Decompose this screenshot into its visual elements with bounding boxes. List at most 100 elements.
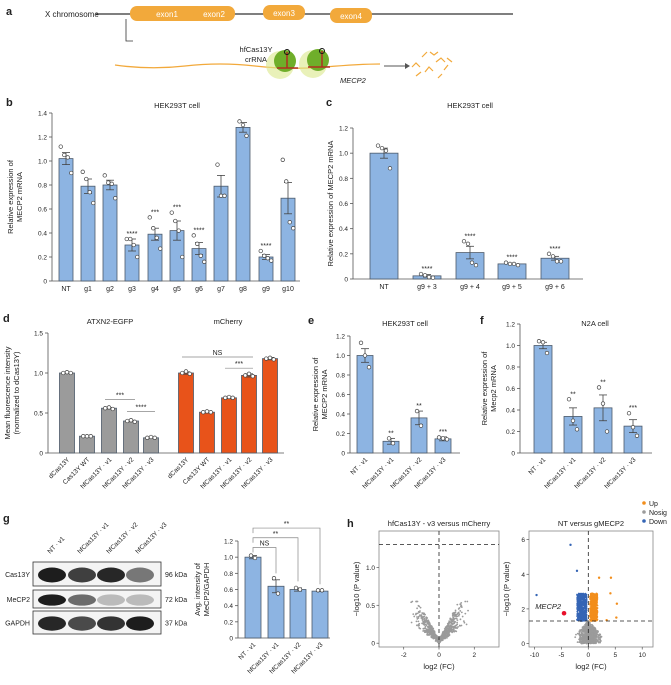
data-point	[558, 259, 564, 264]
data-point	[218, 193, 224, 198]
data-point-nosig	[444, 637, 447, 640]
data-point-down	[585, 601, 588, 604]
x-tick-label: g9 + 5	[502, 284, 522, 291]
bar	[199, 411, 215, 454]
blot-protein-label: GAPDH	[5, 621, 30, 628]
highlight-point	[561, 610, 567, 616]
chart-panel-e: 0 0.2 0.4 0.6 0.8 1.0 1.2 Relative expression o…	[311, 319, 460, 490]
data-point	[444, 437, 450, 442]
data-point-nosig	[426, 630, 429, 632]
data-point	[630, 425, 636, 430]
significance-label: ***	[439, 429, 447, 436]
data-point-nosig	[578, 638, 581, 641]
data-point-down	[582, 593, 585, 596]
data-point-nosig	[459, 610, 462, 612]
data-point-nosig	[457, 614, 460, 617]
blot-band	[68, 567, 96, 583]
y-tick-label: 2	[521, 606, 525, 613]
data-point-down	[585, 608, 588, 611]
data-point	[252, 555, 258, 561]
data-point	[62, 152, 67, 158]
data-point-nosig	[459, 603, 462, 606]
data-point-up	[609, 592, 612, 595]
panel-label-e: e	[308, 315, 314, 327]
blot-lane-label: NT · v1	[46, 535, 66, 555]
data-point-down	[576, 609, 579, 612]
data-point-nosig	[417, 604, 420, 607]
x-tick-label: g9 + 4	[460, 284, 480, 291]
chart-panel-f: 0 0.2 0.4 0.6 0.8 1.0 1.2 Relative expression o…	[480, 319, 652, 490]
data-point-nosig	[415, 624, 418, 627]
x-tick-label: 10	[639, 652, 647, 659]
arrow-icon	[384, 63, 410, 69]
data-point-nosig	[410, 621, 413, 624]
data-point-up	[591, 617, 594, 620]
data-point	[248, 553, 254, 558]
chart-panel-c: 0 0.2 0.4 0.6 0.8 1.0 1.2 Relative expression o…	[326, 101, 583, 291]
data-point-nosig	[593, 633, 596, 636]
chart-panel-d: 0 0.5 1.0 1.5 Mean fluorescence intensity (no…	[3, 317, 284, 490]
data-point-nosig	[425, 624, 428, 627]
data-point	[237, 119, 242, 124]
data-point-nosig	[574, 636, 577, 639]
mrna-strand	[114, 63, 381, 69]
data-point	[169, 210, 174, 215]
data-point	[103, 406, 108, 411]
data-point-nosig	[463, 621, 466, 624]
exon-2: exon2	[193, 6, 235, 21]
data-point-up	[594, 593, 597, 596]
data-point-down	[580, 592, 583, 595]
data-point-nosig	[575, 633, 577, 636]
y-tick-label: 0.4	[224, 603, 233, 610]
panel-label-a: a	[6, 6, 13, 18]
data-point-nosig	[436, 637, 439, 639]
data-point	[465, 241, 471, 246]
data-point-nosig	[600, 640, 602, 642]
data-point	[418, 423, 424, 428]
data-point-down	[580, 602, 583, 605]
data-point-nosig	[439, 637, 441, 640]
blot-band	[97, 616, 125, 631]
y-tick-label: 0.8	[336, 373, 345, 380]
data-point-down	[584, 603, 587, 606]
data-point-down	[579, 606, 582, 609]
exon-4: exon4	[330, 8, 372, 23]
x-tick-label: NT	[379, 284, 389, 291]
data-point	[131, 242, 136, 248]
data-point-nosig	[452, 619, 455, 621]
data-point	[88, 434, 93, 439]
data-point-nosig	[426, 617, 429, 619]
bar	[497, 263, 527, 280]
data-point-nosig	[454, 609, 457, 612]
data-point	[287, 220, 292, 225]
degraded-rna-fragments	[411, 51, 453, 79]
data-point-nosig	[418, 622, 421, 625]
data-point-nosig	[594, 631, 597, 634]
significance-label: NS	[213, 350, 223, 357]
data-point-nosig	[580, 634, 583, 637]
data-point-nosig	[582, 638, 585, 641]
bar	[80, 185, 96, 282]
y-tick-label: 0	[371, 641, 375, 648]
data-point-nosig	[456, 623, 459, 626]
data-point-nosig	[442, 630, 445, 633]
x-tick-label: hfCas13Y · v3	[603, 456, 637, 490]
data-point-nosig	[424, 613, 426, 616]
data-point-nosig	[466, 600, 469, 603]
data-point-nosig	[579, 630, 581, 633]
exon-2-label: exon2	[203, 10, 225, 19]
panel-label-b: b	[6, 97, 13, 109]
data-point-nosig	[583, 640, 586, 643]
data-point-down	[569, 543, 572, 547]
gene-diagram: X chromosome exon1 exon2 exon3 exon4 hfC…	[45, 5, 513, 85]
data-point-nosig	[451, 628, 454, 631]
data-point-down	[579, 592, 581, 595]
y-tick-label: 1.0	[34, 371, 43, 378]
x-tick-label: g5	[173, 286, 181, 293]
data-point-nosig	[443, 633, 445, 636]
data-point-nosig	[426, 634, 429, 636]
x-axis-label: log2 (FC)	[423, 662, 455, 671]
significance-bracket	[252, 537, 299, 582]
data-point	[269, 258, 274, 263]
data-point	[280, 157, 285, 162]
